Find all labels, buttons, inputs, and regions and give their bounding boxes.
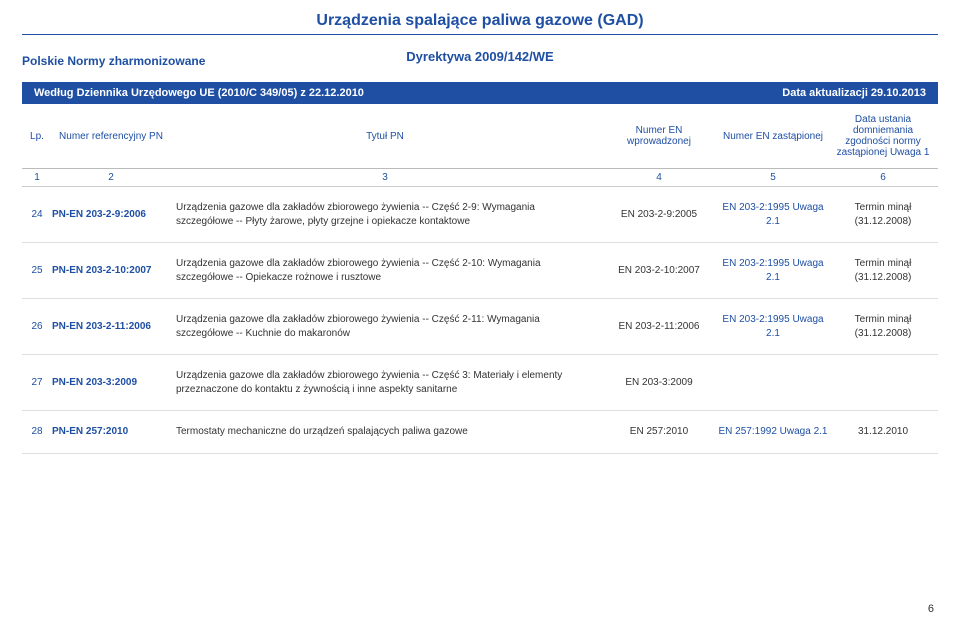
cn-2: 2 [52,169,170,186]
table-header: Lp. Numer referencyjny PN Tytuł PN Numer… [22,104,938,169]
table-row: 26PN-EN 203-2-11:2006Urządzenia gazowe d… [22,299,938,355]
table-row: 28PN-EN 257:2010Termostaty mechaniczne d… [22,411,938,454]
cell-ref: PN-EN 203-2-9:2006 [52,209,170,220]
th-en: Numer EN wprowadzonej [600,104,718,168]
cell-ref: PN-EN 257:2010 [52,426,170,437]
table-row: 24PN-EN 203-2-9:2006Urządzenia gazowe dl… [22,187,938,243]
th-lp: Lp. [22,104,52,168]
cn-4: 4 [600,169,718,186]
cell-en: EN 203-2-10:2007 [600,265,718,276]
cell-en: EN 203-2-9:2005 [600,209,718,220]
th-ref: Numer referencyjny PN [52,104,170,168]
th-replaced: Numer EN zastąpionej [718,104,828,168]
cell-lp: 25 [22,265,52,276]
cell-en: EN 203-3:2009 [600,377,718,388]
table-row: 27PN-EN 203-3:2009Urządzenia gazowe dla … [22,355,938,411]
cell-date: Termin minął (31.12.2008) [828,201,938,228]
cell-lp: 27 [22,377,52,388]
cell-replaced: EN 203-2:1995 Uwaga 2.1 [718,201,828,228]
table-colnums: 1 2 3 4 5 6 [22,169,938,187]
cell-ref: PN-EN 203-2-10:2007 [52,265,170,276]
cell-title: Urządzenia gazowe dla zakładów zbioroweg… [170,257,600,284]
cell-title: Urządzenia gazowe dla zakładów zbioroweg… [170,313,600,340]
cell-en: EN 203-2-11:2006 [600,321,718,332]
cell-replaced: EN 203-2:1995 Uwaga 2.1 [718,313,828,340]
cn-6: 6 [828,169,938,186]
cell-title: Urządzenia gazowe dla zakładów zbioroweg… [170,201,600,228]
cell-title: Urządzenia gazowe dla zakładów zbioroweg… [170,369,600,396]
cn-3: 3 [170,169,600,186]
table-row: 25PN-EN 203-2-10:2007Urządzenia gazowe d… [22,243,938,299]
cell-lp: 28 [22,426,52,437]
cell-lp: 24 [22,209,52,220]
page-title: Urządzenia spalające paliwa gazowe (GAD) [0,0,960,30]
cn-5: 5 [718,169,828,186]
cell-ref: PN-EN 203-3:2009 [52,377,170,388]
cn-1: 1 [22,169,52,186]
cell-lp: 26 [22,321,52,332]
info-bar-left: Według Dziennika Urzędowego UE (2010/C 3… [34,87,364,99]
cell-date: 31.12.2010 [828,425,938,439]
divider [22,34,938,35]
cell-replaced: EN 203-2:1995 Uwaga 2.1 [718,257,828,284]
cell-en: EN 257:2010 [600,426,718,437]
cell-date: Termin minął (31.12.2008) [828,313,938,340]
cell-title: Termostaty mechaniczne do urządzeń spala… [170,425,600,439]
page-number: 6 [928,603,934,615]
cell-ref: PN-EN 203-2-11:2006 [52,321,170,332]
info-bar-right: Data aktualizacji 29.10.2013 [782,87,926,99]
cell-date: Termin minął (31.12.2008) [828,257,938,284]
cell-replaced: EN 257:1992 Uwaga 2.1 [718,425,828,439]
info-bar: Według Dziennika Urzędowego UE (2010/C 3… [22,82,938,104]
th-title: Tytuł PN [170,104,600,168]
th-date: Data ustania domniemania zgodności normy… [828,104,938,168]
